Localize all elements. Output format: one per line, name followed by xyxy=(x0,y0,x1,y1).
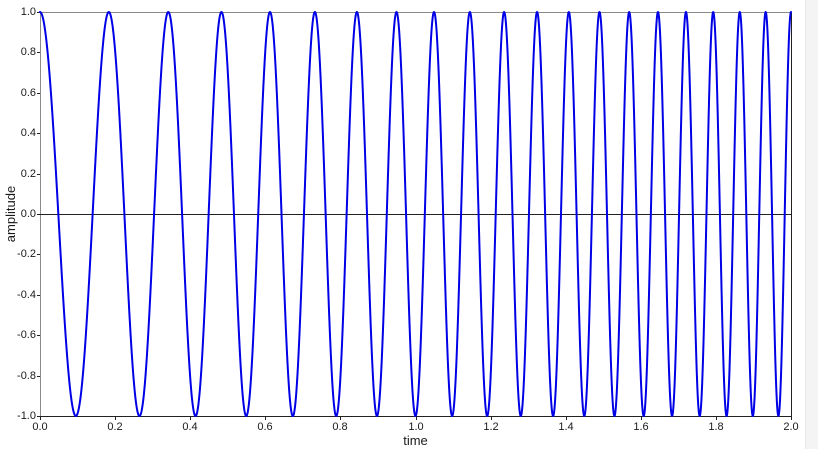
y-tick-label: -0.8 xyxy=(17,370,36,382)
y-tick-label: 0.2 xyxy=(20,168,36,180)
x-tick-label: 2.0 xyxy=(783,421,799,433)
axis-ticks xyxy=(37,12,792,420)
y-tick-label: 0.0 xyxy=(20,208,36,220)
x-tick-label: 0.6 xyxy=(257,421,273,433)
x-tick-label: 1.2 xyxy=(483,421,499,433)
y-tick-label: 1.0 xyxy=(20,6,36,18)
y-axis-title: amplitude xyxy=(3,185,18,243)
y-tick-label: 0.4 xyxy=(20,127,36,139)
window-background-strip xyxy=(805,0,818,449)
x-tick-label: 0.0 xyxy=(32,421,48,433)
x-tick-label: 0.2 xyxy=(107,421,123,433)
x-tick-label: 1.0 xyxy=(408,421,424,433)
chirp-curve xyxy=(39,11,792,417)
x-tick-label: 1.6 xyxy=(633,421,649,433)
y-tick-label: -0.2 xyxy=(17,248,36,260)
x-tick-label: 0.4 xyxy=(182,421,198,433)
x-axis-title: time xyxy=(403,433,428,448)
y-tick-label: 0.6 xyxy=(20,87,36,99)
y-tick-label: -1.0 xyxy=(17,410,36,422)
x-tick-label: 1.4 xyxy=(558,421,574,433)
y-tick-label: 0.8 xyxy=(20,46,36,58)
x-tick-label: 0.8 xyxy=(332,421,348,433)
y-tick-label: -0.4 xyxy=(17,289,36,301)
x-tick-label: 1.8 xyxy=(708,421,724,433)
y-tick-label: -0.6 xyxy=(17,329,36,341)
